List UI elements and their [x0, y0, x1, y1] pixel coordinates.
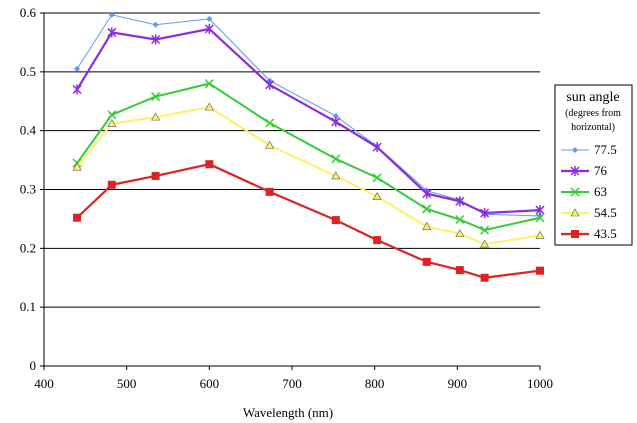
- data-point: [204, 79, 214, 89]
- legend-swatch-marker: [570, 166, 580, 176]
- data-point: [107, 119, 117, 127]
- data-point: [422, 257, 431, 266]
- legend-item: 76: [561, 163, 608, 178]
- data-point: [265, 140, 275, 149]
- legend-label: 77.5: [594, 142, 617, 157]
- x-tick-label: 400: [34, 376, 54, 391]
- legend: sun angle (degrees from horizontal) 77.5…: [554, 84, 633, 246]
- data-point: [422, 221, 432, 230]
- data-point: [206, 15, 213, 22]
- axes: [40, 12, 541, 370]
- data-point: [331, 216, 340, 225]
- x-tick-label: 600: [200, 376, 220, 391]
- data-point: [204, 23, 214, 34]
- x-tick-label: 900: [448, 376, 468, 391]
- data-point: [372, 142, 382, 153]
- data-point: [372, 191, 382, 200]
- data-point: [422, 204, 432, 214]
- data-point: [331, 171, 341, 180]
- grid-lines: [44, 12, 540, 308]
- data-point: [455, 196, 465, 207]
- legend-item: 54.5: [561, 205, 617, 220]
- data-point: [455, 229, 465, 237]
- data-point: [332, 112, 339, 119]
- data-point: [480, 273, 489, 282]
- data-point: [535, 205, 545, 216]
- x-tick-label: 700: [282, 376, 302, 391]
- data-point: [205, 160, 214, 169]
- data-point: [535, 213, 545, 223]
- x-axis-title: Wavelength (nm): [243, 405, 333, 420]
- data-point: [535, 230, 545, 239]
- legend-swatch-marker: [572, 147, 578, 153]
- legend-label: 76: [594, 163, 608, 178]
- legend-item: 43.5: [561, 226, 617, 241]
- legend-title: sun angle: [566, 90, 619, 105]
- legend-subtitle-line-2: horizontal): [571, 122, 615, 133]
- data-point: [480, 208, 490, 219]
- series-line: [76, 27, 541, 215]
- legend-items: 77.5 76 63 54.5 43.5: [561, 142, 617, 241]
- data-point: [151, 171, 160, 180]
- y-tick-label: 0.2: [20, 240, 36, 255]
- data-point: [480, 239, 490, 248]
- legend-item: 63: [561, 184, 607, 199]
- data-point: [72, 84, 82, 95]
- legend-swatch-marker: [571, 230, 579, 238]
- legend-label: 43.5: [594, 226, 617, 241]
- data-point: [151, 92, 161, 102]
- data-point: [265, 79, 275, 90]
- data-point: [152, 21, 159, 28]
- data-point: [372, 173, 382, 183]
- series-line: [76, 14, 541, 217]
- data-point: [74, 65, 81, 72]
- legend-label: 54.5: [594, 205, 617, 220]
- data-point: [265, 187, 274, 196]
- data-point: [73, 213, 82, 222]
- legend-swatch-marker: [570, 208, 580, 217]
- series-77.5: [74, 11, 543, 219]
- data-point: [107, 180, 116, 189]
- tick-labels: 0 0.1 0.2 0.3 0.4 0.5 0.6 400 500 600 700 800 900 100…: [20, 5, 553, 391]
- data-point: [151, 112, 161, 121]
- y-tick-label: 0.1: [20, 299, 36, 314]
- y-tick-label: 0.4: [20, 123, 37, 138]
- plot-series: [72, 11, 545, 282]
- legend-swatch-marker: [570, 187, 580, 197]
- x-tick-label: 1000: [527, 376, 553, 391]
- data-point: [107, 27, 117, 38]
- y-tick-label: 0: [30, 358, 37, 373]
- data-point: [536, 266, 544, 275]
- y-tick-label: 0.3: [20, 182, 36, 197]
- data-point: [331, 154, 341, 164]
- legend-label: 63: [594, 184, 607, 199]
- data-point: [72, 162, 82, 171]
- series-54.5: [72, 102, 545, 248]
- series-43.5: [73, 160, 544, 282]
- data-point: [151, 34, 161, 45]
- legend-box: [554, 84, 633, 246]
- data-point: [422, 188, 432, 199]
- data-point: [455, 214, 465, 225]
- data-point: [331, 116, 341, 127]
- data-point: [455, 266, 464, 275]
- legend-item: 77.5: [561, 142, 617, 157]
- x-tick-label: 800: [365, 376, 385, 391]
- y-tick-label: 0.5: [20, 64, 36, 79]
- data-point: [108, 11, 115, 18]
- data-point: [265, 118, 275, 128]
- series-76: [72, 23, 545, 219]
- series-63: [72, 79, 545, 235]
- legend-subtitle-line-1: (degrees from: [565, 108, 621, 119]
- data-point: [204, 102, 214, 111]
- series-line: [76, 163, 541, 279]
- data-point: [480, 225, 490, 235]
- x-tick-label: 500: [117, 376, 137, 391]
- y-tick-label: 0.6: [20, 5, 37, 20]
- data-point: [373, 236, 382, 245]
- data-point: [107, 110, 117, 120]
